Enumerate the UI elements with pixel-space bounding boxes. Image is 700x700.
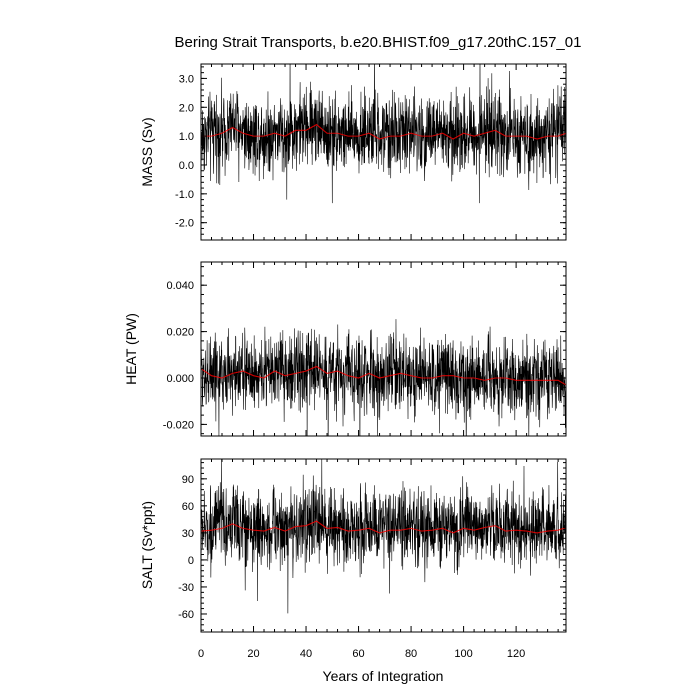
heat-y-tick-label: 0.000 — [166, 373, 194, 385]
heat-y-tick-label: -0.020 — [163, 419, 194, 431]
x-tick-label: 40 — [300, 648, 312, 660]
heat-y-axis-label: HEAT (PW) — [123, 313, 139, 385]
heat-running-mean-line — [201, 365, 566, 386]
salt-raw-series-line — [201, 459, 566, 614]
x-tick-label: 120 — [507, 648, 525, 660]
mass-running-mean-line — [201, 123, 566, 140]
x-tick-label: 100 — [454, 648, 472, 660]
salt-y-axis-label: SALT (Sv*ppt) — [139, 501, 155, 589]
x-axis-tick-labels: 0 20 40 60 80 100 120 — [198, 648, 525, 660]
mass-panel: 3.0 2.0 1.0 0.0 -1.0 -2.0 MASS (Sv) — [139, 63, 567, 241]
salt-y-tick-label: 60 — [182, 501, 194, 513]
heat-y-tick-label: 0.020 — [166, 327, 194, 339]
heat-raw-series-line — [201, 319, 566, 436]
salt-y-tick-label: 0 — [188, 555, 194, 567]
x-tick-label: 60 — [352, 648, 364, 660]
mass-y-tick-label: -1.0 — [175, 189, 194, 201]
heat-ticks-layer: 0.040 0.020 0.000 -0.020 — [163, 262, 566, 436]
mass-y-tick-label: 0.0 — [179, 160, 194, 172]
salt-series-layer — [201, 459, 566, 614]
mass-y-tick-label: 3.0 — [179, 73, 194, 85]
x-tick-label: 20 — [247, 648, 259, 660]
salt-panel: 90 60 30 0 -30 -60 SALT (Sv*ppt) — [139, 458, 567, 633]
salt-ticks-layer: 90 60 30 0 -30 -60 — [178, 459, 566, 632]
mass-y-axis-label: MASS (Sv) — [139, 117, 155, 186]
mass-plot-frame — [200, 63, 567, 241]
salt-y-tick-label: 90 — [182, 474, 194, 486]
x-tick-label: 80 — [405, 648, 417, 660]
salt-plot-frame — [200, 458, 567, 633]
x-axis-label: Years of Integration — [323, 668, 444, 684]
mass-y-tick-label: 1.0 — [179, 131, 194, 143]
chart-title: Bering Strait Transports, b.e20.BHIST.f0… — [175, 34, 582, 51]
mass-raw-series-line — [201, 64, 566, 204]
mass-y-tick-label: -2.0 — [175, 218, 194, 230]
heat-y-tick-label: 0.040 — [166, 280, 194, 292]
heat-series-layer — [201, 319, 566, 436]
x-tick-label: 0 — [198, 648, 204, 660]
salt-y-tick-label: -60 — [178, 609, 194, 621]
mass-y-tick-label: 2.0 — [179, 102, 194, 114]
salt-running-mean-line — [201, 520, 566, 534]
salt-y-tick-label: -30 — [178, 582, 194, 594]
mass-series-layer — [201, 64, 566, 204]
mass-ticks-layer: 3.0 2.0 1.0 0.0 -1.0 -2.0 — [175, 64, 566, 241]
heat-plot-frame — [200, 261, 567, 437]
heat-panel: 0.040 0.020 0.000 -0.020 HEAT (PW) — [123, 261, 567, 437]
salt-y-tick-label: 30 — [182, 528, 194, 540]
